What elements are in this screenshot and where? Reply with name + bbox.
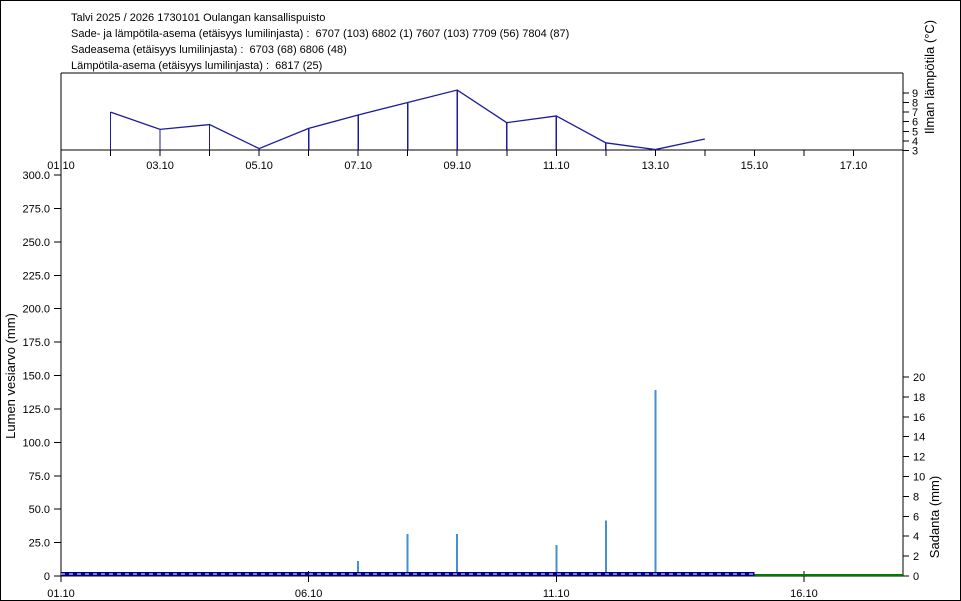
header-title: Talvi 2025 / 2026 1730101 Oulangan kansa…: [71, 12, 326, 24]
top-x-tick-label: 07.10: [344, 160, 372, 172]
top-x-tick-label: 15.10: [741, 160, 769, 172]
header-rain-temp-stations: Sade- ja lämpötila-asema (etäisyys lumil…: [71, 28, 570, 40]
temperature-tick-label: 6: [912, 117, 918, 129]
chart-header: Talvi 2025 / 2026 1730101 Oulangan kansa…: [71, 10, 569, 74]
top-x-tick-label: 11.10: [543, 160, 570, 172]
temperature-tick-label: 3: [912, 146, 918, 158]
precipitation-tick-label: 6: [913, 511, 919, 523]
bottom-x-tick-label: 11.10: [543, 588, 570, 600]
temperature-tick-label: 4: [912, 136, 918, 148]
snow-water-tick-label: 275.0: [22, 203, 50, 215]
bottom-x-tick-label: 16.10: [790, 588, 818, 600]
snow-water-tick-label: 75.0: [29, 471, 50, 483]
precipitation-tick-label: 18: [913, 392, 925, 404]
temperature-tick-label: 7: [912, 107, 918, 119]
precipitation-axis-title: Sadanta (mm): [927, 476, 942, 558]
snow-water-axis-title: Lumen vesiarvo (mm): [3, 313, 18, 439]
snow-water-tick-label: 150.0: [22, 371, 50, 383]
header-temp-stations: Lämpötila-asema (etäisyys lumilinjasta) …: [71, 60, 323, 72]
top-x-tick-label: 01.10: [47, 160, 75, 172]
snow-water-tick-label: 25.0: [29, 538, 50, 550]
bottom-x-tick-label: 01.10: [47, 588, 75, 600]
temperature-tick-label: 5: [912, 126, 918, 138]
temperature-line: [110, 89, 706, 151]
header-rain-stations: Sadeasema (etäisyys lumilinjasta) : 6703…: [71, 44, 347, 56]
snow-water-tick-label: 125.0: [22, 404, 50, 416]
precipitation-tick-label: 2: [913, 551, 919, 563]
temperature-tick-label: 8: [912, 98, 918, 110]
precipitation-tick-label: 12: [913, 452, 925, 464]
top-x-tick-label: 17.10: [840, 160, 868, 172]
top-x-tick-label: 13.10: [642, 160, 670, 172]
top-x-tick-label: 03.10: [146, 160, 174, 172]
temperature-axis-title: Ilman lämpötila (°C): [922, 20, 937, 134]
precipitation-tick-label: 14: [913, 432, 925, 444]
snow-water-tick-label: 50.0: [29, 504, 50, 516]
snow-water-tick-label: 100.0: [22, 437, 50, 449]
precipitation-tick-label: 16: [913, 412, 925, 424]
snow-water-tick-label: 250.0: [22, 237, 50, 249]
top-x-tick-label: 09.10: [443, 160, 471, 172]
snow-water-tick-label: 225.0: [22, 270, 50, 282]
bottom-x-tick-label: 06.10: [295, 588, 323, 600]
snow-water-tick-label: 0: [44, 571, 50, 583]
precipitation-tick-label: 8: [913, 491, 919, 503]
snow-water-tick-label: 175.0: [22, 337, 50, 349]
temperature-tick-label: 9: [912, 88, 918, 100]
precipitation-tick-label: 4: [913, 531, 919, 543]
precipitation-tick-label: 10: [913, 472, 925, 484]
top-x-tick-label: 05.10: [245, 160, 273, 172]
snow-water-tick-label: 300.0: [22, 170, 50, 182]
precipitation-tick-label: 20: [913, 372, 925, 384]
snow-water-tick-label: 200.0: [22, 304, 50, 316]
precipitation-tick-label: 0: [913, 571, 919, 583]
